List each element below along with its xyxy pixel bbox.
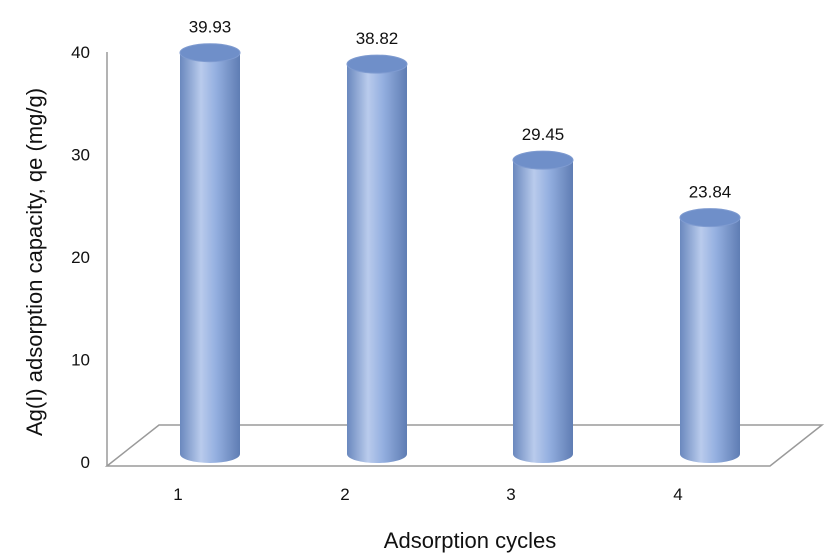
y-axis-title: Ag(I) adsorption capacity, qe (mg/g) (22, 88, 47, 436)
x-axis-title: Adsorption cycles (384, 528, 556, 553)
bar-body (513, 160, 573, 463)
data-label: 29.45 (522, 125, 565, 144)
y-tick-label: 10 (71, 351, 90, 370)
x-axis: 1 2 3 4 (173, 485, 682, 504)
y-tick-label: 40 (71, 43, 90, 62)
x-tick-label: 3 (506, 485, 515, 504)
bar-2 (346, 54, 408, 463)
bar-series: 39.93 38.82 29.45 23.84 (179, 18, 741, 463)
bar-top (679, 208, 741, 228)
y-tick-label: 0 (81, 453, 90, 472)
bar-top (179, 43, 241, 63)
chart-floor (104, 424, 825, 467)
bar-3 (512, 150, 574, 463)
bar-4 (679, 208, 741, 463)
bar-body (680, 217, 740, 463)
x-tick-label: 4 (673, 485, 682, 504)
bar-top (512, 150, 574, 170)
y-tick-label: 20 (71, 248, 90, 267)
bar-body (347, 64, 407, 463)
y-axis: 0 10 20 30 40 (71, 43, 90, 472)
bar-top (346, 54, 408, 74)
data-label: 23.84 (689, 183, 732, 202)
bar-body (180, 52, 240, 463)
data-label: 38.82 (356, 29, 399, 48)
x-tick-label: 1 (173, 485, 182, 504)
x-tick-label: 2 (340, 485, 349, 504)
y-tick-label: 30 (71, 146, 90, 165)
bar-1 (179, 43, 241, 463)
data-label: 39.93 (189, 18, 232, 37)
